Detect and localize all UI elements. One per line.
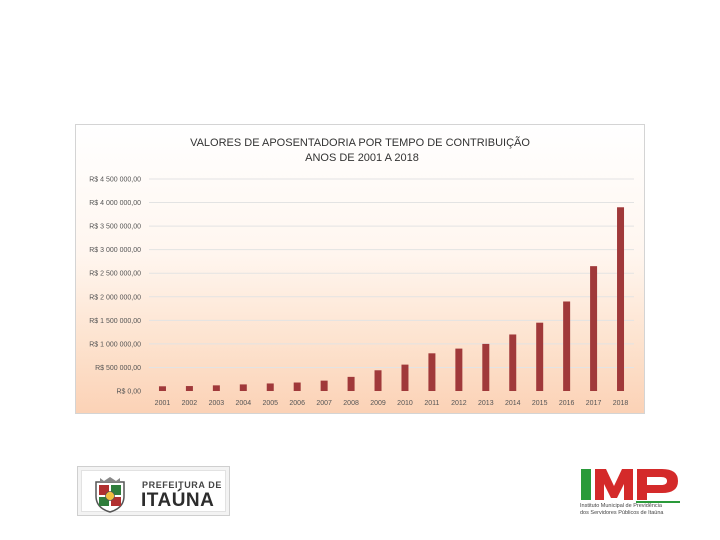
bar-2009 xyxy=(374,370,382,391)
y-tick-label: R$ 4 500 000,00 xyxy=(89,177,141,184)
x-tick-label: 2005 xyxy=(262,400,278,407)
y-tick-label: R$ 1 000 000,00 xyxy=(89,341,141,348)
bar-2012 xyxy=(455,348,463,391)
y-tick-label: R$ 2 000 000,00 xyxy=(89,294,141,301)
logo-prefeitura-text: PREFEITURA DE xyxy=(142,480,222,490)
bar-2008 xyxy=(347,376,355,391)
x-tick-label: 2018 xyxy=(613,400,629,407)
x-tick-label: 2004 xyxy=(236,400,252,407)
x-tick-label: 2013 xyxy=(478,400,494,407)
bar-2016 xyxy=(563,301,571,391)
imp-logo: Instituto Municipal de Previdência dos S… xyxy=(578,466,688,524)
x-tick-label: 2016 xyxy=(559,400,575,407)
gridlines xyxy=(149,178,634,368)
prefeitura-itauna-logo: PREFEITURA DE ITAÚNA xyxy=(77,466,230,516)
chart-subtitle: ANOS DE 2001 A 2018 xyxy=(305,152,419,164)
bar-2010 xyxy=(401,364,409,391)
x-tick-label: 2002 xyxy=(182,400,198,407)
imp-logo-mark xyxy=(581,469,680,503)
y-tick-label: R$ 4 000 000,00 xyxy=(89,200,141,207)
logo-city-text: ITAÚNA xyxy=(141,490,215,511)
y-tick-label: R$ 3 500 000,00 xyxy=(89,224,141,231)
x-tick-label: 2010 xyxy=(397,400,413,407)
x-tick-label: 2009 xyxy=(370,400,386,407)
imp-logo-subtitle: Instituto Municipal de Previdência dos S… xyxy=(580,503,688,516)
bar-series xyxy=(158,207,625,391)
y-tick-label: R$ 3 000 000,00 xyxy=(89,247,141,254)
bar-2005 xyxy=(266,383,274,391)
y-tick-label: R$ 0,00 xyxy=(116,389,141,396)
bar-2011 xyxy=(428,353,436,391)
x-tick-label: 2007 xyxy=(316,400,332,407)
bar-chart-plot: R$ 4 500 000,00 R$ 4 000 000,00 R$ 3 500 0… xyxy=(89,177,634,407)
x-tick-label: 2017 xyxy=(586,400,602,407)
chart-title: VALORES DE APOSENTADORIA POR TEMPO DE CO… xyxy=(190,137,530,149)
x-tick-label: 2001 xyxy=(155,400,171,407)
bar-2018 xyxy=(617,207,625,391)
x-axis-ticks: 2001 2002 2003 2004 2005 2006 2007 2008 2009 2010… xyxy=(155,400,629,407)
chart-frame: VALORES DE APOSENTADORIA POR TEMPO DE CO… xyxy=(75,124,645,414)
x-tick-label: 2008 xyxy=(343,400,359,407)
y-axis-ticks: R$ 4 500 000,00 R$ 4 000 000,00 R$ 3 500 0… xyxy=(89,177,141,396)
chart-title-block: VALORES DE APOSENTADORIA POR TEMPO DE CO… xyxy=(76,136,644,166)
bar-2002 xyxy=(185,386,193,391)
bar-2006 xyxy=(293,382,301,391)
imp-subtitle-line1: Instituto Municipal de Previdência xyxy=(580,503,662,509)
imp-subtitle-line2: dos Servidores Públicos de Itaúna xyxy=(580,509,664,516)
x-tick-label: 2003 xyxy=(209,400,225,407)
bar-2004 xyxy=(239,384,247,391)
x-tick-label: 2006 xyxy=(289,400,305,407)
y-tick-label: R$ 500 000,00 xyxy=(95,365,141,372)
bar-2015 xyxy=(536,322,544,391)
bar-2001 xyxy=(158,386,166,391)
bar-2007 xyxy=(320,380,328,391)
bar-2003 xyxy=(212,385,220,391)
x-tick-label: 2012 xyxy=(451,400,467,407)
x-tick-label: 2015 xyxy=(532,400,548,407)
y-tick-label: R$ 2 500 000,00 xyxy=(89,271,141,278)
y-tick-label: R$ 1 500 000,00 xyxy=(89,318,141,325)
x-tick-label: 2014 xyxy=(505,400,521,407)
crest-icon xyxy=(95,477,125,513)
bar-2014 xyxy=(509,334,517,391)
x-tick-label: 2011 xyxy=(424,400,439,407)
bar-2013 xyxy=(482,343,490,391)
bar-2017 xyxy=(590,266,598,391)
